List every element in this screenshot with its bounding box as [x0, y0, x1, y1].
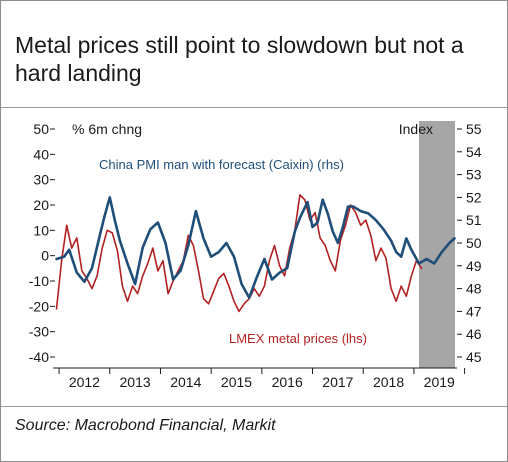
- right-tick-label: 49: [466, 258, 482, 274]
- right-tick-label: 50: [466, 235, 482, 251]
- left-axis-label: % 6m chng: [72, 121, 142, 137]
- right-tick-label: 51: [466, 212, 482, 228]
- series-lines: [55, 194, 456, 313]
- series-label-pmi: China PMI man with forecast (Caixin) (rh…: [99, 157, 344, 172]
- left-tick-label: -20: [29, 298, 49, 314]
- right-tick-label: 53: [466, 167, 482, 183]
- source-note: Source: Macrobond Financial, Markit: [15, 417, 276, 434]
- right-tick-label: 47: [466, 303, 482, 319]
- left-tick-label: -30: [29, 324, 49, 340]
- left-tick-label: 0: [41, 248, 49, 264]
- chart-title: Metal prices still point to slowdown but…: [15, 32, 464, 86]
- axes: -40 -30 -20 -10 0 10 20 30 40 50 45 46 47 48 49 50 51 52 5…: [29, 121, 482, 390]
- right-axis-label: Index: [399, 121, 433, 137]
- left-tick-label: 40: [33, 146, 49, 162]
- series-label-lmex: LMEX metal prices (lhs): [229, 331, 367, 346]
- line-chart: -40 -30 -20 -10 0 10 20 30 40 50 45 46 47 48 49 50 51 52 5…: [29, 121, 482, 390]
- pmi-series-line: [55, 196, 456, 300]
- lmex-series-line: [55, 194, 423, 313]
- left-tick-label: -10: [29, 273, 49, 289]
- x-tick-label: 2012: [69, 374, 100, 390]
- title-divider: [1, 107, 507, 108]
- right-tick-label: 46: [466, 326, 482, 342]
- x-tick-label: 2017: [322, 374, 353, 390]
- right-tick-label: 48: [466, 281, 482, 297]
- x-tick-label: 2013: [120, 374, 151, 390]
- right-tick-label: 55: [466, 121, 482, 137]
- right-tick-label: 45: [466, 349, 482, 365]
- left-tick-label: 50: [33, 121, 49, 137]
- source-divider: [1, 406, 507, 407]
- right-tick-label: 54: [466, 144, 482, 160]
- left-tick-label: 20: [33, 197, 49, 213]
- left-tick-label: 10: [33, 222, 49, 238]
- x-tick-label: 2014: [170, 374, 201, 390]
- right-tick-label: 52: [466, 189, 482, 205]
- x-tick-label: 2019: [424, 374, 455, 390]
- x-tick-label: 2016: [272, 374, 303, 390]
- left-tick-label: 30: [33, 172, 49, 188]
- x-tick-label: 2018: [373, 374, 404, 390]
- left-tick-label: -40: [29, 349, 49, 365]
- x-tick-label: 2015: [221, 374, 252, 390]
